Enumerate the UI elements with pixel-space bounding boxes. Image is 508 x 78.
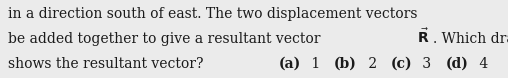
Text: $\vec{\mathbf{R}}$: $\vec{\mathbf{R}}$ (417, 27, 429, 46)
Text: 4: 4 (475, 57, 488, 71)
Text: shows the resultant vector?: shows the resultant vector? (8, 57, 204, 71)
Text: (b): (b) (334, 57, 357, 71)
Text: 3: 3 (419, 57, 431, 71)
Text: (a): (a) (278, 57, 301, 71)
Text: (d): (d) (446, 57, 468, 71)
Text: in a direction south of east. The two displacement vectors: in a direction south of east. The two di… (8, 7, 422, 21)
Text: 2: 2 (364, 57, 377, 71)
Text: (c): (c) (391, 57, 412, 71)
Text: . Which drawing correctly: . Which drawing correctly (433, 32, 508, 46)
Text: be added together to give a resultant vector: be added together to give a resultant ve… (8, 32, 325, 46)
Text: 1: 1 (307, 57, 320, 71)
